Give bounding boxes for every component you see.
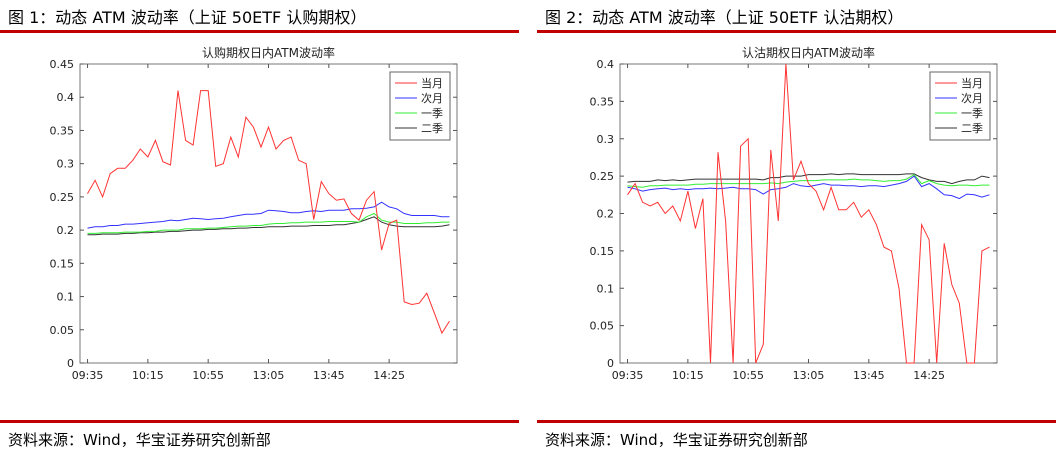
y-tick-label: 0.15 xyxy=(50,257,75,270)
x-tick-label: 13:05 xyxy=(253,369,285,382)
y-tick-label: 0.35 xyxy=(590,95,615,108)
y-tick-label: 0.35 xyxy=(50,124,75,137)
x-tick-label: 14:25 xyxy=(373,369,405,382)
chart-title: 认购期权日内ATM波动率 xyxy=(202,45,335,60)
x-tick-label: 13:45 xyxy=(313,369,345,382)
legend-label: 二季 xyxy=(961,122,983,135)
source-rule xyxy=(0,420,519,423)
title-rule xyxy=(0,30,519,33)
legend-label: 当月 xyxy=(961,76,983,90)
y-tick-label: 0.05 xyxy=(590,320,615,333)
title-rule xyxy=(537,30,1056,33)
y-tick-label: 0.4 xyxy=(597,58,615,71)
legend-label: 次月 xyxy=(961,91,983,105)
legend-label: 当月 xyxy=(421,76,443,90)
y-tick-label: 0.4 xyxy=(57,91,75,104)
legend-label: 一季 xyxy=(961,107,983,120)
y-tick-label: 0.15 xyxy=(590,245,615,258)
source-rule xyxy=(537,420,1056,423)
y-tick-label: 0.3 xyxy=(57,158,75,171)
y-tick-label: 0 xyxy=(607,357,614,370)
x-tick-label: 09:35 xyxy=(72,369,104,382)
series-line-2 xyxy=(87,201,450,229)
figure-panel-1: 图 1：动态 ATM 波动率（上证 50ETF 认购期权） 认购期权日内ATM波… xyxy=(0,0,520,459)
call-iv-chart: 认购期权日内ATM波动率 0 0.05 0.1 0.15 0.2 0.25 0.3 0.35 0.… xyxy=(50,45,458,382)
source-note: 资料来源：Wind，华宝证券研究创新部 xyxy=(545,431,808,449)
y-tick-label: 0.1 xyxy=(57,291,75,304)
x-tick-label: 13:05 xyxy=(793,369,825,382)
figure-title: 图 2：动态 ATM 波动率（上证 50ETF 认沽期权） xyxy=(545,8,904,27)
x-tick-label: 10:15 xyxy=(672,369,704,382)
series-line-1 xyxy=(627,63,990,364)
y-tick-label: 0.2 xyxy=(57,224,75,237)
figure-title: 图 1：动态 ATM 波动率（上证 50ETF 认购期权） xyxy=(8,8,367,27)
series-line-3 xyxy=(87,212,450,234)
source-note: 资料来源：Wind，华宝证券研究创新部 xyxy=(8,431,271,449)
legend-label: 一季 xyxy=(421,107,443,120)
legend-label: 次月 xyxy=(421,91,443,105)
x-tick-label: 10:15 xyxy=(132,369,164,382)
x-tick-label: 10:55 xyxy=(192,369,224,382)
y-tick-label: 0.3 xyxy=(597,133,615,146)
legend-label: 二季 xyxy=(421,122,443,135)
put-iv-chart: 认沽期权日内ATM波动率 0 0.05 0.1 0.15 0.2 0.25 0.3 0.35 0.… xyxy=(590,45,998,382)
y-tick-label: 0.05 xyxy=(50,324,75,337)
figure-panel-2: 图 2：动态 ATM 波动率（上证 50ETF 认沽期权） 认沽期权日内ATM波… xyxy=(537,0,1056,459)
y-tick-label: 0.25 xyxy=(590,170,615,183)
y-tick-label: 0 xyxy=(67,357,74,370)
chart-title: 认沽期权日内ATM波动率 xyxy=(742,45,875,60)
y-tick-label: 0.25 xyxy=(50,191,75,204)
y-tick-label: 0.2 xyxy=(597,208,615,221)
x-tick-label: 10:55 xyxy=(732,369,764,382)
series-line-3 xyxy=(627,173,990,188)
y-tick-label: 0.1 xyxy=(597,282,615,295)
x-tick-label: 13:45 xyxy=(853,369,885,382)
x-tick-label: 09:35 xyxy=(612,369,644,382)
series-line-4 xyxy=(627,173,990,185)
x-tick-label: 14:25 xyxy=(913,369,945,382)
series-line-1 xyxy=(87,90,450,335)
y-tick-label: 0.45 xyxy=(50,58,75,71)
series-line-2 xyxy=(627,175,990,200)
